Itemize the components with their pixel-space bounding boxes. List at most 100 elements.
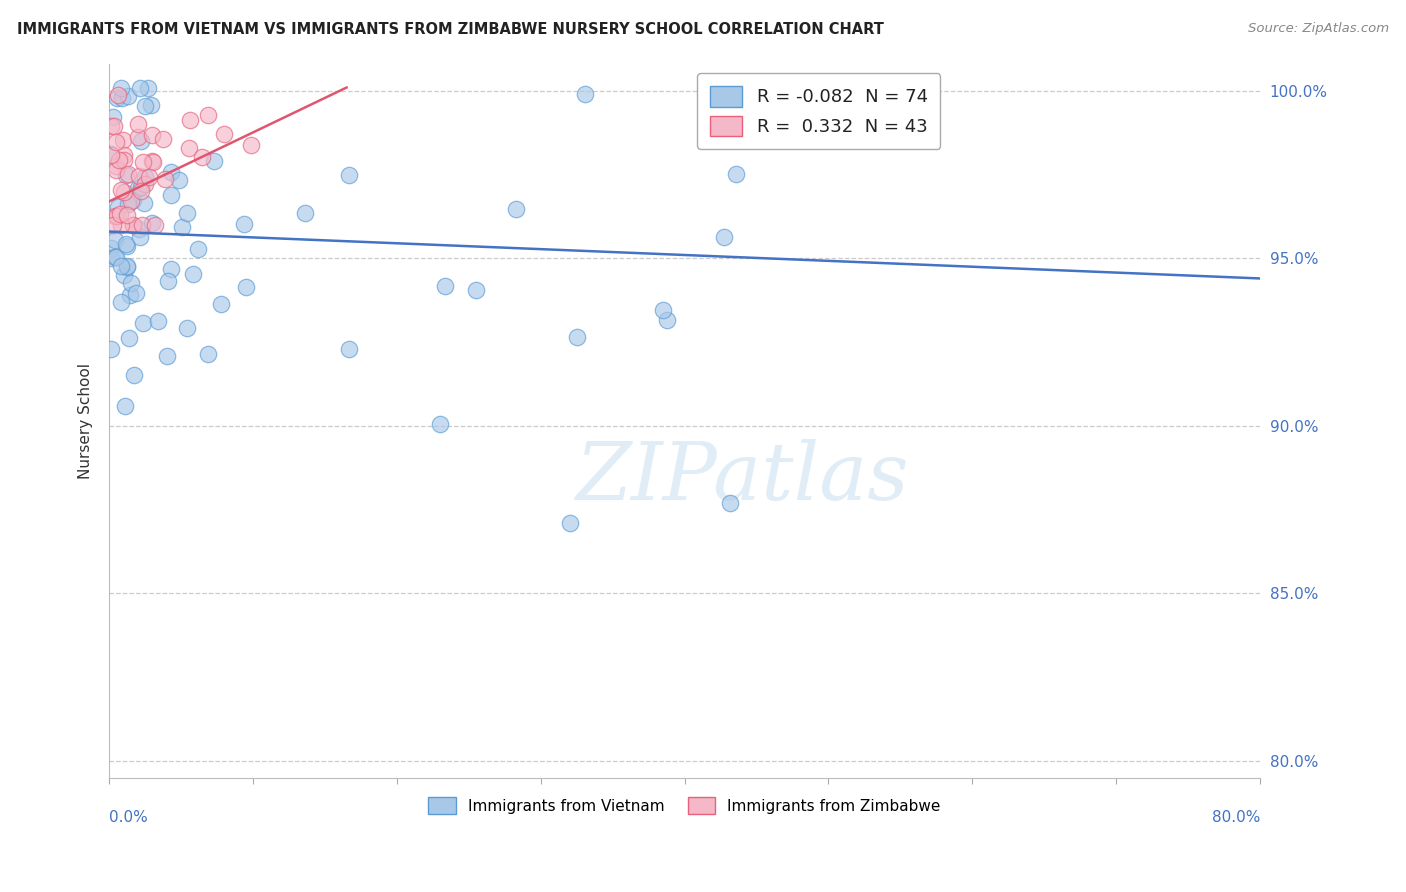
- Point: [134, 99, 156, 113]
- Point: [132, 154, 155, 169]
- Point: [115, 259, 138, 273]
- Point: [114, 169, 136, 183]
- Point: [179, 113, 201, 128]
- Point: [111, 91, 134, 105]
- Point: [105, 91, 128, 105]
- Point: [129, 184, 152, 198]
- Legend: Immigrants from Vietnam, Immigrants from Zimbabwe: Immigrants from Vietnam, Immigrants from…: [422, 791, 946, 820]
- Point: [294, 205, 316, 219]
- Point: [167, 173, 190, 187]
- Point: [127, 130, 149, 145]
- Point: [122, 194, 145, 208]
- Point: [176, 206, 198, 220]
- Point: [115, 208, 138, 222]
- Point: [156, 350, 179, 364]
- Point: [100, 241, 122, 255]
- Point: [112, 133, 135, 147]
- Point: [134, 169, 156, 184]
- Point: [127, 181, 149, 195]
- Point: [142, 155, 165, 169]
- Text: ZIPatlas: ZIPatlas: [575, 439, 908, 516]
- Point: [125, 285, 148, 300]
- Point: [132, 196, 155, 211]
- Point: [209, 297, 232, 311]
- Point: [141, 216, 163, 230]
- Point: [104, 250, 127, 264]
- Text: IMMIGRANTS FROM VIETNAM VS IMMIGRANTS FROM ZIMBABWE NURSERY SCHOOL CORRELATION C: IMMIGRANTS FROM VIETNAM VS IMMIGRANTS FR…: [17, 22, 884, 37]
- Point: [429, 417, 451, 431]
- Point: [114, 186, 136, 200]
- Point: [105, 250, 128, 264]
- Point: [141, 154, 163, 169]
- Point: [160, 165, 183, 179]
- Point: [177, 141, 200, 155]
- Point: [191, 150, 214, 164]
- Point: [131, 218, 153, 232]
- Point: [567, 330, 589, 344]
- Point: [112, 268, 135, 282]
- Point: [138, 170, 160, 185]
- Point: [100, 119, 122, 133]
- Point: [337, 168, 360, 182]
- Point: [655, 312, 678, 326]
- Point: [107, 87, 129, 102]
- Point: [146, 314, 169, 328]
- Point: [187, 242, 209, 256]
- Y-axis label: Nursery School: Nursery School: [79, 363, 93, 479]
- Point: [110, 294, 132, 309]
- Point: [112, 147, 135, 161]
- Point: [141, 98, 163, 112]
- Point: [117, 167, 139, 181]
- Point: [434, 279, 457, 293]
- Point: [235, 280, 257, 294]
- Point: [101, 218, 124, 232]
- Point: [117, 197, 139, 211]
- Point: [103, 120, 125, 134]
- Point: [183, 267, 205, 281]
- Point: [100, 342, 122, 356]
- Point: [105, 209, 128, 223]
- Point: [115, 237, 138, 252]
- Point: [112, 153, 135, 167]
- Point: [172, 219, 194, 234]
- Point: [212, 128, 235, 142]
- Point: [465, 283, 488, 297]
- Point: [107, 201, 129, 215]
- Point: [128, 169, 150, 183]
- Point: [197, 347, 219, 361]
- Point: [202, 154, 225, 169]
- Point: [152, 132, 174, 146]
- Text: 0.0%: 0.0%: [110, 810, 148, 825]
- Point: [129, 230, 152, 244]
- Point: [100, 147, 122, 161]
- Point: [110, 183, 132, 197]
- Point: [124, 368, 146, 382]
- Point: [131, 316, 153, 330]
- Point: [160, 188, 183, 202]
- Point: [104, 135, 127, 149]
- Point: [118, 330, 141, 344]
- Point: [505, 202, 527, 217]
- Point: [104, 209, 127, 223]
- Point: [127, 117, 149, 131]
- Point: [156, 274, 179, 288]
- Point: [724, 167, 747, 181]
- Point: [121, 218, 143, 232]
- Point: [110, 218, 132, 232]
- Point: [153, 172, 176, 186]
- Point: [114, 399, 136, 413]
- Point: [239, 138, 262, 153]
- Point: [160, 262, 183, 277]
- Point: [117, 88, 139, 103]
- Point: [108, 207, 131, 221]
- Point: [100, 148, 122, 162]
- Point: [108, 153, 131, 167]
- Point: [120, 194, 142, 208]
- Point: [101, 110, 124, 124]
- Point: [713, 230, 735, 244]
- Point: [129, 179, 152, 194]
- Point: [718, 496, 741, 510]
- Point: [110, 80, 132, 95]
- Point: [100, 252, 122, 266]
- Point: [337, 343, 360, 357]
